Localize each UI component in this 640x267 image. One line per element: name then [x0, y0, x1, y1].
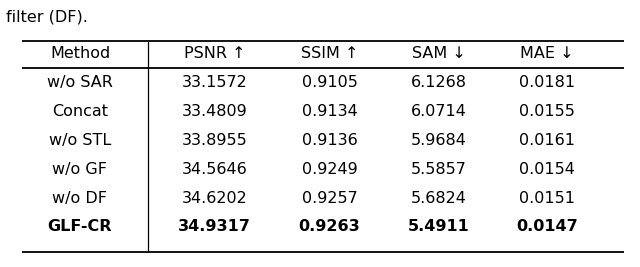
- Text: 5.6824: 5.6824: [410, 191, 467, 206]
- Text: SAM ↓: SAM ↓: [412, 46, 465, 61]
- Text: 34.9317: 34.9317: [178, 219, 251, 234]
- Text: Concat: Concat: [52, 104, 108, 119]
- Text: 33.1572: 33.1572: [182, 75, 247, 90]
- Text: GLF-CR: GLF-CR: [48, 219, 112, 234]
- Text: 6.1268: 6.1268: [410, 75, 467, 90]
- Text: 0.9263: 0.9263: [299, 219, 360, 234]
- Text: 33.8955: 33.8955: [182, 133, 247, 148]
- Text: 0.0154: 0.0154: [519, 162, 575, 177]
- Text: 5.9684: 5.9684: [410, 133, 467, 148]
- Text: 0.0155: 0.0155: [519, 104, 575, 119]
- Text: 5.4911: 5.4911: [408, 219, 469, 234]
- Text: 34.5646: 34.5646: [182, 162, 247, 177]
- Text: MAE ↓: MAE ↓: [520, 46, 574, 61]
- Text: Method: Method: [50, 46, 110, 61]
- Text: 0.9257: 0.9257: [301, 191, 358, 206]
- Text: w/o SAR: w/o SAR: [47, 75, 113, 90]
- Text: 0.9249: 0.9249: [301, 162, 358, 177]
- Text: PSNR ↑: PSNR ↑: [184, 46, 245, 61]
- Text: 0.0147: 0.0147: [516, 219, 578, 234]
- Text: filter (DF).: filter (DF).: [6, 9, 88, 24]
- Text: w/o STL: w/o STL: [49, 133, 111, 148]
- Text: w/o GF: w/o GF: [52, 162, 108, 177]
- Text: 0.0161: 0.0161: [519, 133, 575, 148]
- Text: 0.0151: 0.0151: [519, 191, 575, 206]
- Text: w/o DF: w/o DF: [52, 191, 108, 206]
- Text: 6.0714: 6.0714: [410, 104, 467, 119]
- Text: 0.9136: 0.9136: [301, 133, 358, 148]
- Text: 34.6202: 34.6202: [182, 191, 247, 206]
- Text: 5.5857: 5.5857: [410, 162, 467, 177]
- Text: 0.9105: 0.9105: [301, 75, 358, 90]
- Text: SSIM ↑: SSIM ↑: [301, 46, 358, 61]
- Text: 0.0181: 0.0181: [519, 75, 575, 90]
- Text: 33.4809: 33.4809: [182, 104, 247, 119]
- Text: 0.9134: 0.9134: [301, 104, 358, 119]
